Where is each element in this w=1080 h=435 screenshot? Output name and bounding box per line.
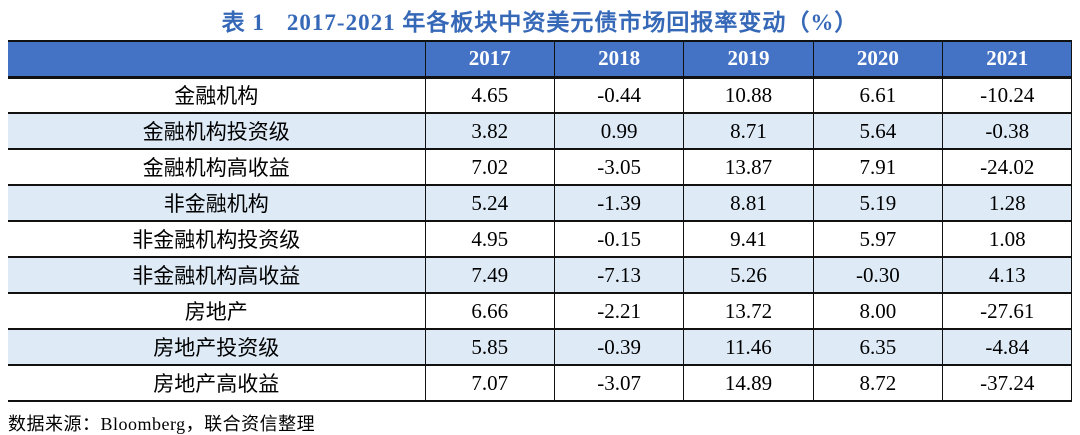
row-label: 房地产 [8,292,426,330]
value-cell: 7.49 [424,256,555,294]
value-cell: 4.65 [424,76,555,114]
value-cell: 7.91 [812,148,944,186]
table-title-text: 2017-2021 年各板块中资美元债市场回报率变动（%） [286,10,859,35]
header-cell-2021: 2021 [942,40,1073,79]
value-cell: 13.87 [683,148,814,186]
value-cell: 10.88 [683,76,814,114]
value-cell: 8.00 [812,292,944,330]
value-cell: 3.82 [424,112,555,150]
value-cell: -3.05 [553,148,685,186]
value-cell: -0.44 [553,76,685,114]
value-cell: 6.35 [812,328,944,366]
value-cell: 1.08 [942,220,1073,258]
value-cell: 7.07 [424,364,555,402]
value-cell: 5.26 [683,256,814,294]
value-cell: -37.24 [942,364,1073,402]
value-cell: 6.66 [424,292,555,330]
value-cell: 1.28 [942,184,1073,222]
table-row: 房地产高收益 7.07 -3.07 14.89 8.72 -37.24 [8,364,1073,402]
row-label: 房地产投资级 [8,328,426,366]
data-source-note: 数据来源：Bloomberg，联合资信整理 [8,414,316,434]
table-row: 非金融机构 5.24 -1.39 8.81 5.19 1.28 [8,184,1073,222]
table-row: 房地产投资级 5.85 -0.39 11.46 6.35 -4.84 [8,328,1073,366]
row-label: 金融机构 [8,76,426,114]
value-cell: 4.13 [942,256,1073,294]
value-cell: -24.02 [942,148,1073,186]
value-cell: 6.61 [812,76,944,114]
row-label: 非金融机构投资级 [8,220,426,258]
value-cell: -0.15 [553,220,685,258]
value-cell: -7.13 [553,256,685,294]
value-cell: -10.24 [942,76,1073,114]
table-row: 金融机构高收益 7.02 -3.05 13.87 7.91 -24.02 [8,148,1073,186]
value-cell: 5.19 [812,184,944,222]
table-title-prefix: 表 1 [221,10,265,35]
value-cell: 5.97 [812,220,944,258]
header-cell-2020: 2020 [812,40,944,79]
value-cell: 7.02 [424,148,555,186]
value-cell: -2.21 [553,292,685,330]
value-cell: -1.39 [553,184,685,222]
value-cell: -0.39 [553,328,685,366]
header-row: 2017 2018 2019 2020 2021 [8,40,1073,79]
value-cell: 5.24 [424,184,555,222]
value-cell: 0.99 [553,112,685,150]
header-cell-2019: 2019 [683,40,814,79]
value-cell: 4.95 [424,220,555,258]
value-cell: 13.72 [683,292,814,330]
value-cell: -0.38 [942,112,1073,150]
table-title: 表 1 2017-2021 年各板块中资美元债市场回报率变动（%） [0,0,1080,40]
header-cell-2018: 2018 [553,40,685,79]
header-cell-sector [8,40,426,79]
row-label: 非金融机构 [8,184,426,222]
table-row: 房地产 6.66 -2.21 13.72 8.00 -27.61 [8,292,1073,330]
value-cell: 8.72 [812,364,944,402]
row-label: 金融机构投资级 [8,112,426,150]
value-cell: 5.85 [424,328,555,366]
value-cell: -4.84 [942,328,1073,366]
table-row: 非金融机构投资级 4.95 -0.15 9.41 5.97 1.08 [8,220,1073,258]
value-cell: -0.30 [812,256,944,294]
value-cell: 8.71 [683,112,814,150]
table-row: 非金融机构高收益 7.49 -7.13 5.26 -0.30 4.13 [8,256,1073,294]
value-cell: -3.07 [553,364,685,402]
row-label: 房地产高收益 [8,364,426,402]
returns-table: 2017 2018 2019 2020 2021 金融机构 4.65 -0.44… [8,40,1073,402]
table-row: 金融机构 4.65 -0.44 10.88 6.61 -10.24 [8,76,1073,114]
value-cell: 5.64 [812,112,944,150]
value-cell: 8.81 [683,184,814,222]
header-cell-2017: 2017 [424,40,555,79]
value-cell: 9.41 [683,220,814,258]
table-row: 金融机构投资级 3.82 0.99 8.71 5.64 -0.38 [8,112,1073,150]
value-cell: 11.46 [683,328,814,366]
row-label: 非金融机构高收益 [8,256,426,294]
row-label: 金融机构高收益 [8,148,426,186]
value-cell: 14.89 [683,364,814,402]
value-cell: -27.61 [942,292,1073,330]
